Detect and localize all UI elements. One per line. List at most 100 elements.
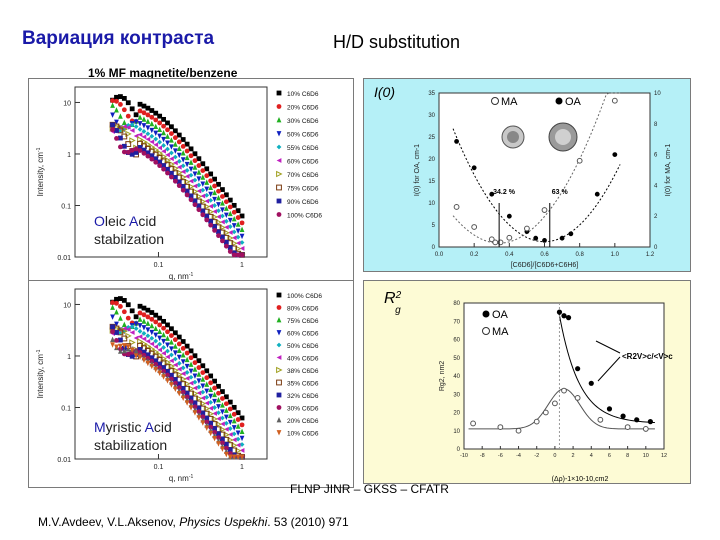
oleic-data-point — [208, 184, 214, 190]
myristic-legend-marker — [276, 366, 283, 374]
myristic-legend-marker — [276, 417, 282, 423]
myristic-data-point — [235, 417, 241, 422]
oleic-data-point — [114, 119, 119, 126]
oleic-legend-label: 90% C6D6 — [287, 199, 319, 206]
oleic-data-point — [153, 159, 159, 165]
myristic-data-point — [184, 390, 190, 396]
myristic-data-point — [118, 304, 123, 309]
myristic-data-point — [172, 343, 178, 349]
oleic-data-point — [227, 204, 233, 210]
myristic-data-point — [157, 370, 163, 377]
myristic-data-point — [239, 435, 245, 442]
oleic-data-point — [220, 219, 225, 225]
oleic-data-point — [145, 136, 151, 142]
oleic-data-point — [176, 169, 183, 176]
myristic-data-point — [223, 420, 229, 426]
oleic-data-point — [227, 234, 234, 242]
oleic-data-point — [149, 153, 155, 159]
myristic-data-point — [121, 343, 127, 349]
myristic-data-point — [157, 315, 163, 321]
myristic-data-point — [169, 333, 174, 338]
myristic-data-point — [133, 321, 139, 327]
oleic-data-point — [212, 183, 217, 189]
myristic-data-point — [184, 356, 190, 363]
myristic-data-point — [192, 366, 198, 372]
myristic-data-point — [156, 351, 164, 359]
myristic-data-point — [149, 335, 155, 341]
myristic-data-point — [145, 360, 151, 367]
myristic-data-point — [192, 379, 198, 385]
myristic-data-point — [235, 454, 241, 460]
myristic-data-point — [165, 372, 170, 378]
myristic-data-point — [223, 451, 229, 458]
oleic-data-point — [231, 223, 237, 229]
oleic-data-point — [235, 252, 241, 258]
i0-panel: I(0) 0.0 0.2 0.4 0.6 0.8 1.0 1.2 0 5 10 15 20 25 30 35 0… — [363, 78, 691, 272]
myristic-data-point — [157, 341, 163, 347]
myristic-data-point — [145, 333, 151, 339]
i0-xtick-label: 0.8 — [575, 252, 584, 258]
myristic-data-point — [169, 346, 174, 352]
myristic-data-point — [196, 371, 202, 377]
oleic-data-point — [157, 139, 163, 145]
myristic-data-point — [235, 447, 242, 454]
myristic-data-point — [114, 338, 119, 343]
i0-ytick-right: 4 — [654, 183, 658, 189]
oleic-data-point — [212, 196, 217, 203]
i0-ytick-right: 8 — [654, 122, 658, 128]
oleic-data-point — [188, 159, 194, 165]
oleic-data-point — [200, 161, 206, 167]
rg2-annotation-arrow-1 — [595, 340, 621, 354]
i0-ma-point — [506, 234, 513, 241]
oleic-y-axis-label-sup: -1 — [36, 147, 42, 152]
myristic-data-point — [184, 400, 190, 406]
oleic-data-point — [145, 150, 151, 156]
myristic-legend-label: 38% C6D6 — [287, 368, 319, 375]
oleic-data-point — [192, 164, 198, 170]
oleic-data-point — [227, 245, 233, 250]
myristic-data-point — [188, 405, 194, 411]
oleic-data-point — [172, 141, 178, 147]
myristic-data-point — [184, 394, 190, 400]
oleic-data-point — [180, 173, 187, 181]
myristic-data-point — [145, 338, 151, 344]
oleic-data-point — [145, 153, 151, 159]
myristic-data-point — [219, 426, 226, 433]
myristic-legend-label: 35% C6D6 — [287, 381, 319, 388]
i0-xtick-label: 0.6 — [540, 252, 549, 258]
oleic-data-point — [223, 229, 230, 236]
myristic-data-point — [121, 309, 127, 315]
i0-plot-area — [438, 92, 651, 248]
myristic-data-point — [137, 328, 143, 334]
i0-y-axis-label-left: I(0) for OA, cm-1 — [414, 144, 421, 196]
myristic-data-point — [114, 344, 119, 350]
myristic-data-point — [204, 368, 210, 374]
myristic-data-point — [192, 353, 198, 359]
myristic-data-point — [188, 355, 194, 361]
oleic-data-point — [176, 132, 182, 138]
oleic-data-point — [153, 142, 159, 148]
oleic-data-point — [157, 145, 163, 151]
myristic-data-point — [184, 350, 190, 356]
i0-ytick-left: 30 — [428, 113, 435, 119]
oleic-data-point — [149, 120, 155, 127]
myristic-data-point — [176, 334, 182, 340]
myristic-data-point — [204, 381, 210, 387]
oleic-xtick-label: 0.1 — [154, 262, 164, 269]
myristic-data-point — [235, 442, 241, 448]
oleic-data-point — [220, 187, 225, 192]
rg2-ma-point — [624, 424, 631, 431]
oleic-data-point — [208, 203, 214, 209]
oleic-data-point — [157, 163, 163, 169]
myristic-data-point — [212, 398, 217, 405]
myristic-data-point — [223, 441, 229, 447]
oleic-data-point — [141, 134, 147, 140]
rg2-ma-point — [642, 426, 649, 432]
oleic-legend-marker — [276, 170, 283, 178]
myristic-data-point — [208, 420, 214, 426]
oleic-data-point — [141, 129, 147, 134]
oleic-data-point — [172, 135, 178, 141]
oleic-data-point — [200, 181, 206, 187]
rg2-oa-point — [561, 313, 567, 319]
myristic-data-point — [153, 325, 159, 332]
